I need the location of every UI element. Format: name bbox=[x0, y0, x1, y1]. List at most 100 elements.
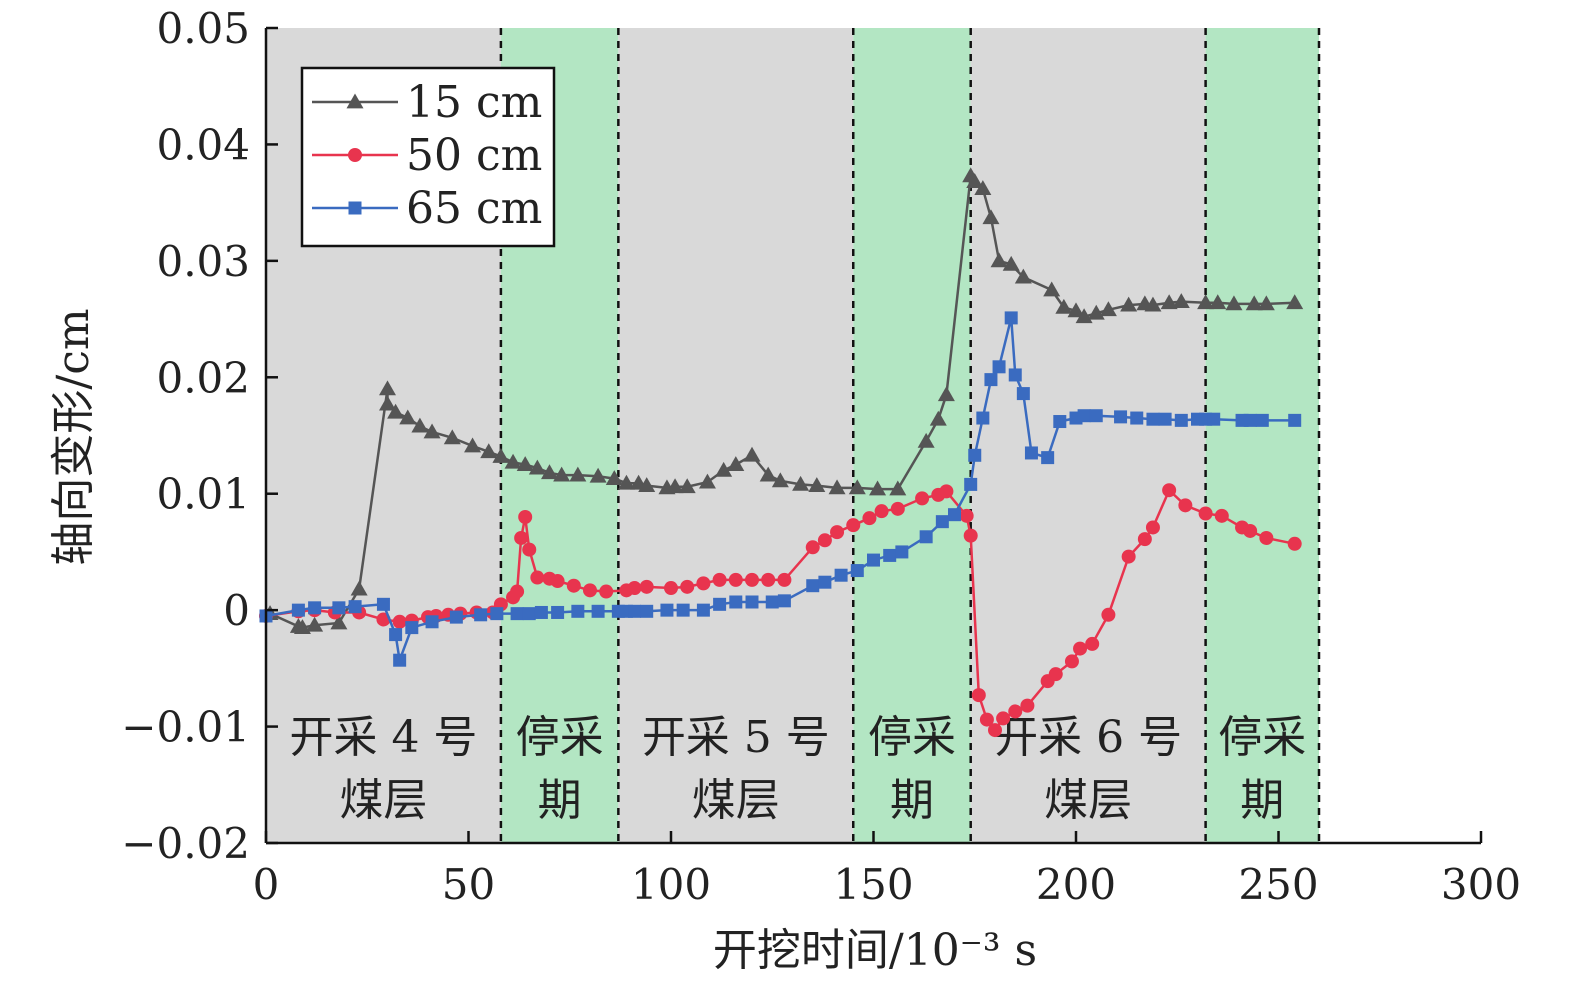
triangle-marker bbox=[1055, 298, 1073, 314]
square-marker bbox=[765, 595, 779, 609]
triangle-marker bbox=[917, 432, 935, 448]
circle-marker bbox=[761, 572, 776, 587]
legend-label: 65 cm bbox=[406, 183, 542, 234]
series-0 bbox=[261, 167, 1304, 634]
square-marker bbox=[713, 597, 727, 611]
circle-marker bbox=[514, 530, 529, 545]
circle-marker bbox=[510, 584, 525, 599]
data-series bbox=[259, 167, 1304, 738]
square-marker bbox=[571, 604, 585, 618]
square-marker bbox=[968, 448, 982, 462]
circle-marker bbox=[915, 491, 930, 506]
square-marker bbox=[984, 373, 998, 387]
square-marker bbox=[474, 608, 488, 622]
square-marker bbox=[376, 597, 390, 611]
square-marker bbox=[676, 603, 690, 617]
circle-marker bbox=[971, 688, 986, 703]
triangle-marker bbox=[982, 209, 1000, 225]
square-marker bbox=[308, 601, 322, 615]
circle-marker bbox=[874, 504, 889, 519]
triangle-marker bbox=[1099, 301, 1117, 317]
square-marker bbox=[1089, 409, 1103, 423]
triangle-marker bbox=[399, 409, 417, 425]
square-marker bbox=[948, 508, 961, 522]
triangle-marker bbox=[1172, 293, 1190, 308]
triangle-marker bbox=[698, 473, 716, 489]
phase-band-5 bbox=[1205, 28, 1319, 843]
square-marker bbox=[919, 530, 933, 544]
circle-marker bbox=[1101, 607, 1116, 622]
square-marker bbox=[1004, 311, 1018, 325]
legend-entry: 50 cm bbox=[312, 130, 542, 181]
circle-marker bbox=[1243, 523, 1258, 538]
triangle-marker bbox=[1286, 294, 1304, 310]
circle-marker bbox=[599, 584, 614, 599]
y-tick-label: 0.04 bbox=[156, 120, 250, 169]
circle-marker bbox=[959, 508, 974, 523]
tick-labels: 0 50 100 150 200 250 300 −0.02 −0.01 0 0.01 0.02 0.0… bbox=[121, 4, 1521, 909]
square-marker bbox=[895, 545, 909, 559]
legend-entry: 15 cm bbox=[312, 77, 542, 128]
triangle-marker bbox=[1144, 296, 1162, 312]
y-tick-label: −0.01 bbox=[121, 703, 250, 752]
circle-marker bbox=[1162, 483, 1177, 498]
triangle-marker bbox=[553, 466, 571, 482]
square-marker bbox=[745, 595, 759, 609]
triangle-marker bbox=[1014, 268, 1032, 284]
circle-marker bbox=[745, 572, 759, 587]
circle-marker bbox=[1064, 654, 1079, 669]
triangle-marker bbox=[306, 616, 324, 632]
triangle-marker bbox=[771, 472, 789, 488]
square-marker bbox=[591, 604, 605, 618]
circle-marker bbox=[1178, 498, 1193, 513]
x-tick-label: 250 bbox=[1238, 860, 1318, 909]
square-marker bbox=[640, 604, 654, 618]
phase-label-line1: 开采 6 号 bbox=[994, 712, 1182, 763]
square-marker bbox=[291, 603, 305, 617]
square-marker bbox=[425, 615, 439, 629]
square-marker bbox=[332, 601, 346, 615]
series-2 bbox=[259, 311, 1302, 667]
triangle-marker bbox=[869, 480, 887, 496]
y-tick-label: 0 bbox=[223, 586, 250, 635]
circle-marker bbox=[696, 576, 711, 591]
circle-marker bbox=[639, 579, 654, 594]
triangle-marker bbox=[715, 461, 733, 477]
phase-label-line2: 煤层 bbox=[1044, 775, 1132, 826]
circle-marker bbox=[805, 540, 820, 555]
circle-marker bbox=[583, 583, 597, 598]
square-marker bbox=[1008, 368, 1022, 382]
phase-labels: 开采 4 号煤层 停采期 开采 5 号煤层 停采期 开采 6 号煤层 停采期 bbox=[289, 712, 1306, 826]
circle-marker bbox=[817, 533, 832, 548]
circle-marker bbox=[1137, 532, 1152, 547]
x-tick-label: 0 bbox=[253, 860, 280, 909]
triangle-marker bbox=[504, 453, 522, 469]
square-marker bbox=[1255, 413, 1269, 427]
triangle-marker bbox=[516, 456, 534, 471]
square-marker bbox=[534, 605, 548, 619]
triangle-marker bbox=[974, 180, 992, 196]
triangle-marker bbox=[792, 475, 810, 491]
square-marker bbox=[976, 411, 990, 425]
triangle-marker bbox=[411, 417, 429, 433]
triangle-marker bbox=[1043, 281, 1061, 297]
triangle-marker bbox=[1245, 295, 1263, 311]
circle-marker bbox=[1198, 506, 1213, 521]
triangle-marker bbox=[492, 447, 510, 463]
triangle-marker bbox=[541, 464, 558, 480]
x-tick-label: 200 bbox=[1036, 860, 1116, 909]
square-marker bbox=[777, 594, 791, 608]
square-marker bbox=[992, 360, 1006, 374]
circle-marker bbox=[777, 572, 792, 587]
circle-marker bbox=[1085, 636, 1100, 651]
triangle-marker bbox=[443, 429, 461, 445]
square-marker bbox=[964, 477, 978, 491]
triangle-marker bbox=[589, 467, 607, 483]
triangle-marker bbox=[330, 614, 348, 630]
phase-band-2 bbox=[618, 28, 854, 843]
triangle-marker bbox=[350, 580, 368, 596]
circle-marker bbox=[1073, 641, 1088, 656]
triangle-marker bbox=[569, 466, 587, 482]
